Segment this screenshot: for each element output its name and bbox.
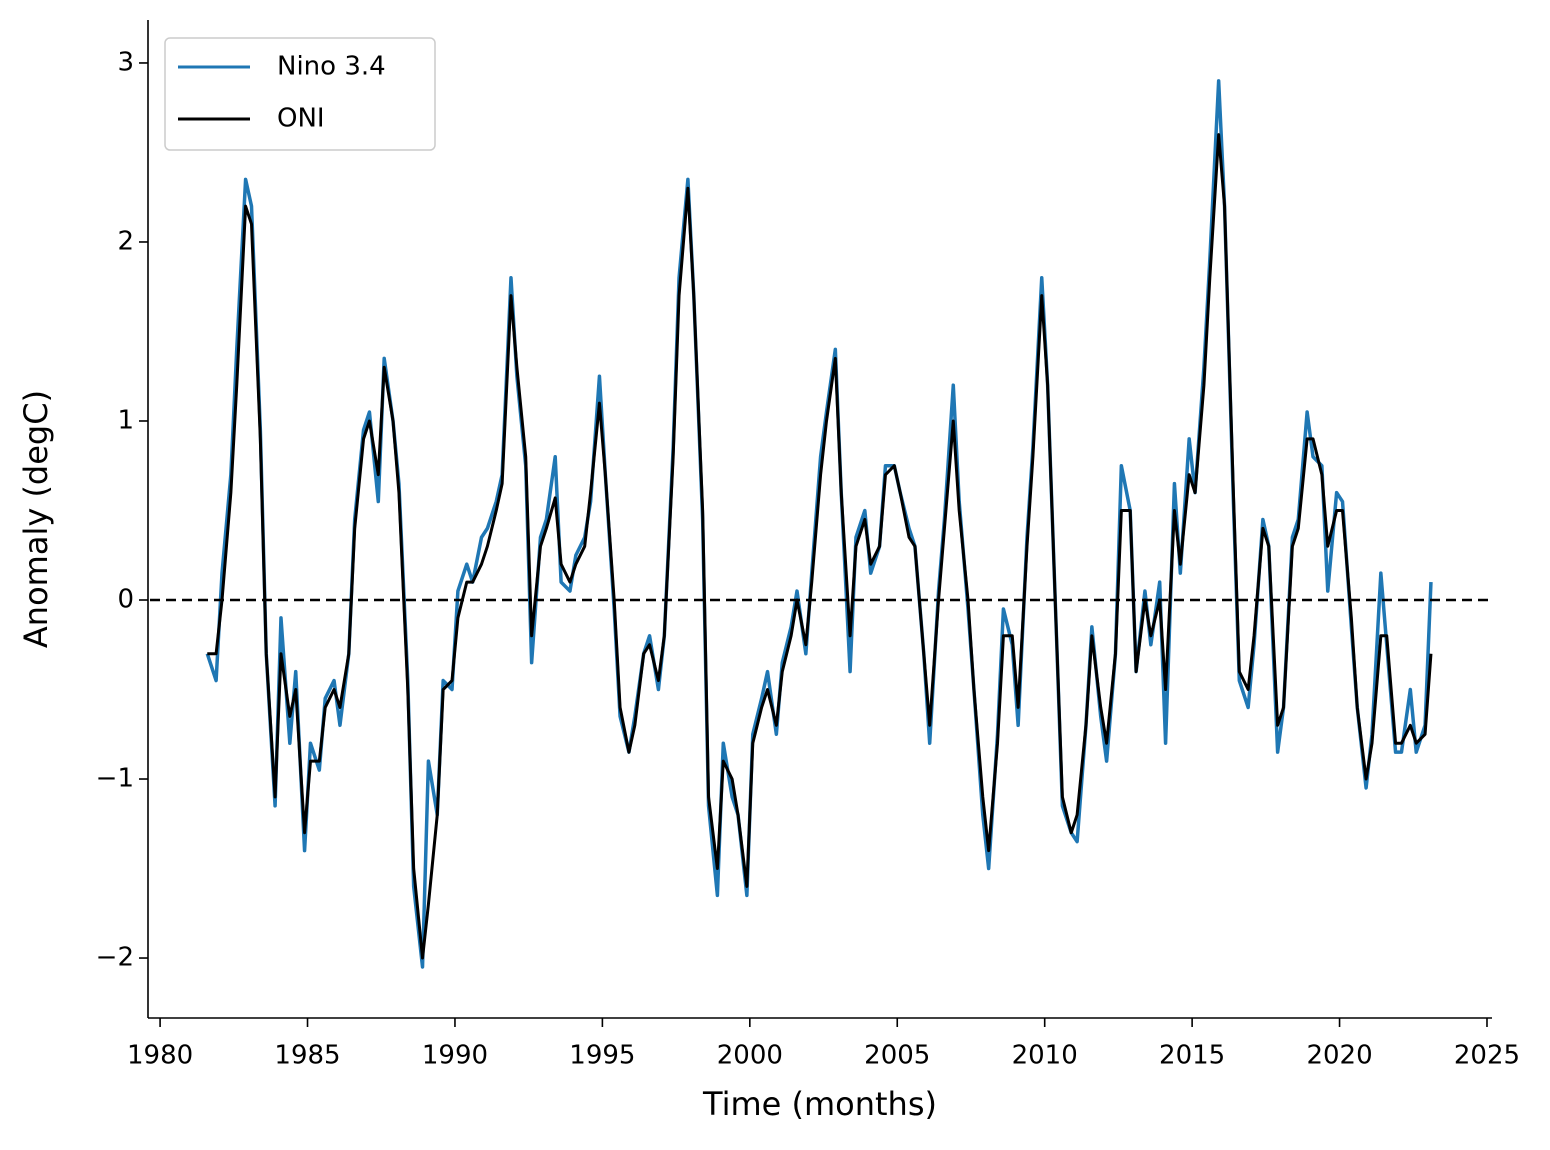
x-tick-label: 2020 — [1306, 1041, 1372, 1071]
x-tick-label: 1990 — [422, 1041, 488, 1071]
x-axis-label: Time (months) — [702, 1085, 937, 1123]
legend-label: Nino 3.4 — [277, 52, 386, 82]
x-tick-label: 2025 — [1454, 1041, 1520, 1071]
x-tick-label: 2015 — [1159, 1041, 1225, 1071]
y-tick-label: 1 — [117, 405, 134, 435]
y-tick-label: 3 — [117, 47, 134, 77]
y-tick-label: −2 — [96, 943, 134, 973]
series-line — [207, 133, 1433, 960]
y-tick-label: −1 — [96, 764, 134, 794]
x-tick-label: 1995 — [569, 1041, 635, 1071]
x-tick-label: 2000 — [717, 1041, 783, 1071]
legend: Nino 3.4 ONI — [164, 37, 436, 151]
y-tick-label: 2 — [117, 226, 134, 256]
x-tick-label: 2010 — [1012, 1041, 1078, 1071]
x-tick-label: 2005 — [864, 1041, 930, 1071]
x-tick-label: 1985 — [274, 1041, 340, 1071]
y-tick-label: 0 — [117, 585, 134, 615]
legend-label: ONI — [277, 104, 325, 134]
series-line — [205, 79, 1433, 969]
x-tick-label: 1980 — [127, 1041, 193, 1071]
y-axis-label: Anomaly (degC) — [17, 390, 55, 648]
